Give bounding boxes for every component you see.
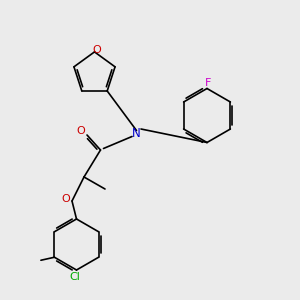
Text: O: O xyxy=(92,45,101,56)
Text: Cl: Cl xyxy=(70,272,80,282)
Text: O: O xyxy=(76,125,85,136)
Text: N: N xyxy=(132,127,141,140)
Text: O: O xyxy=(61,194,70,205)
Text: F: F xyxy=(205,78,212,88)
